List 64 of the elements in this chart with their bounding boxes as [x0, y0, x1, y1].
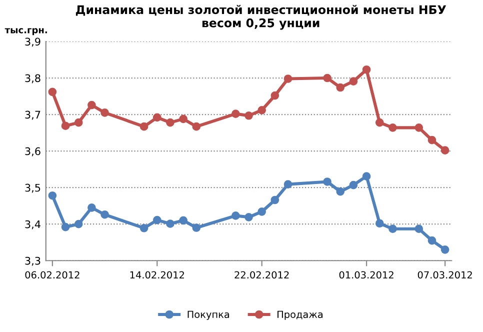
y-tick-label: 3,9 [25, 38, 40, 47]
point [270, 196, 280, 204]
point [388, 224, 397, 234]
point [284, 74, 292, 83]
point [349, 180, 358, 190]
point [414, 124, 424, 132]
point [258, 106, 266, 114]
point [323, 178, 332, 186]
point [428, 136, 436, 144]
point [74, 220, 83, 228]
y-tick-label: 3,3 [25, 256, 40, 266]
chart-title: Динамика цены золотой инвестиционной монеты НБУ весом 0,25 унции [76, 4, 446, 30]
x-tick-label: 22.02.2012 [234, 271, 289, 279]
point [349, 77, 358, 86]
point [140, 122, 148, 131]
y-axis-title: тыс.грн. [4, 28, 47, 36]
point [88, 100, 96, 110]
point [414, 224, 424, 234]
point [231, 110, 240, 118]
point [140, 224, 148, 232]
point [323, 74, 332, 82]
point [166, 220, 174, 228]
point [270, 91, 280, 100]
y-tick-label: 3,4 [25, 220, 40, 230]
y-tick-label: 3,8 [25, 74, 40, 84]
point [336, 83, 345, 92]
x-tick-label: 07.03.2012 [418, 271, 472, 279]
point [61, 122, 70, 130]
point [179, 114, 188, 124]
point [258, 208, 266, 216]
point [192, 122, 201, 131]
legend-label: Покупка [188, 310, 230, 320]
point [336, 187, 345, 196]
point [152, 216, 162, 224]
x-tick-label: 06.02.2012 [25, 271, 80, 279]
point [179, 216, 188, 225]
y-tick-label: 3,7 [25, 110, 40, 120]
point [100, 108, 109, 117]
point [100, 210, 109, 219]
y-tick-label: 3,6 [25, 147, 40, 156]
point [375, 219, 384, 228]
point [192, 224, 201, 232]
point [440, 245, 450, 254]
point [428, 236, 436, 245]
point [48, 88, 57, 96]
point [440, 146, 450, 154]
x-tick-label: 01.03.2012 [339, 271, 394, 279]
point [61, 222, 70, 232]
legend-label: Продажа [278, 310, 323, 320]
point [88, 204, 96, 212]
point [388, 124, 397, 132]
point [231, 212, 240, 220]
point [362, 65, 371, 74]
point [74, 118, 83, 127]
point [284, 180, 292, 188]
point [362, 172, 371, 180]
point [244, 111, 253, 120]
point [244, 212, 253, 222]
point [152, 113, 162, 122]
point [375, 118, 384, 127]
point [48, 191, 57, 200]
point [166, 118, 174, 127]
y-tick-label: 3,5 [25, 184, 40, 193]
x-tick-label: 14.02.2012 [130, 271, 184, 279]
